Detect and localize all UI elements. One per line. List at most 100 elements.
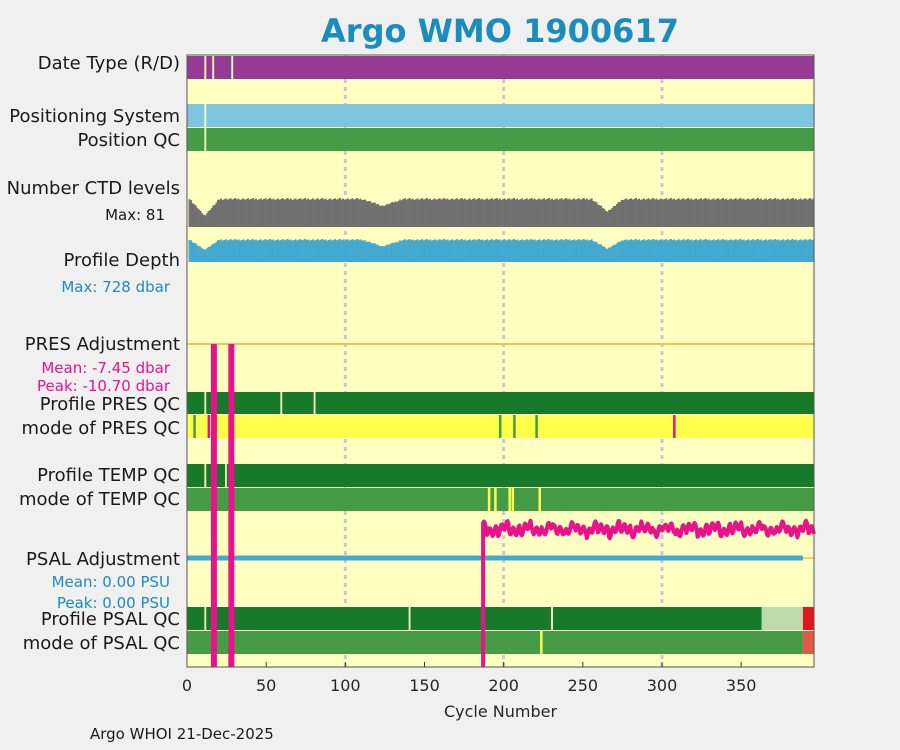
ctd_levels-col xyxy=(587,200,590,227)
ctd_levels-col xyxy=(326,200,329,227)
ctd_levels-col xyxy=(225,198,227,227)
profile_depth-col xyxy=(380,246,383,262)
profile_depth-col xyxy=(783,240,786,262)
ctd_levels-col xyxy=(568,198,571,227)
profile_depth-col xyxy=(560,239,563,262)
x-tick-label-0: 0 xyxy=(182,676,192,695)
profile_depth-col xyxy=(261,240,264,262)
ctd_levels-col xyxy=(657,200,660,227)
ctd_levels-col xyxy=(674,200,677,227)
ctd_levels-col xyxy=(521,198,523,227)
profile_depth-col xyxy=(630,239,633,262)
profile_depth-col xyxy=(810,240,813,262)
profile_depth-col xyxy=(445,240,447,262)
profile_depth-col xyxy=(802,239,805,262)
profile_psal_qc-tail-0 xyxy=(761,607,803,630)
profile_depth-col xyxy=(567,240,569,262)
profile_depth-col xyxy=(731,240,734,262)
profile_temp_qc-bar xyxy=(187,464,814,487)
ctd_levels-col xyxy=(806,199,808,227)
ctd_levels-col xyxy=(543,198,546,227)
ctd_levels-col xyxy=(240,199,243,227)
ctd_levels-col xyxy=(364,199,367,227)
profile_depth-col xyxy=(674,240,677,262)
ctd_levels-col xyxy=(199,210,202,227)
ctd_levels-col xyxy=(582,198,585,227)
profile_depth-col xyxy=(684,240,687,262)
date_type-gap-0 xyxy=(204,56,207,79)
profile_depth-col xyxy=(549,240,552,262)
profile_depth-col xyxy=(753,240,756,262)
pres_adjustment-mean-label: Mean: -7.45 dbar xyxy=(41,359,171,377)
profile_depth-col xyxy=(665,239,668,262)
profile_depth-col xyxy=(313,240,316,262)
profile_depth-col xyxy=(663,239,666,262)
profile_depth-col xyxy=(779,240,782,262)
ctd_levels-col xyxy=(283,199,286,227)
mode_pres_qc-mark-0 xyxy=(193,415,196,438)
ctd_levels-col xyxy=(571,199,574,227)
ctd_levels-col xyxy=(736,199,739,227)
ctd_levels-col xyxy=(734,198,737,227)
profile_depth-col xyxy=(437,239,440,262)
ctd_levels-col xyxy=(609,209,612,227)
ctd_levels-col xyxy=(422,199,425,227)
ctd_levels-col xyxy=(738,198,740,227)
ctd_levels-col xyxy=(611,207,614,227)
mode_psal_qc-label: mode of PSAL QC xyxy=(23,633,180,654)
ctd_levels-col xyxy=(310,199,313,227)
profile_depth-col xyxy=(612,244,615,262)
ctd_levels-col xyxy=(356,198,359,227)
ctd_levels-col xyxy=(293,199,295,227)
ctd_levels-col xyxy=(649,199,652,227)
ctd_levels-col xyxy=(603,208,606,227)
profile_depth-col xyxy=(426,239,428,262)
profile_depth-col xyxy=(350,239,352,262)
profile_depth-col xyxy=(194,243,197,262)
ctd_levels-col xyxy=(270,199,273,227)
profile_depth-col xyxy=(650,239,653,262)
profile_depth-col xyxy=(394,242,397,262)
ctd_levels-col xyxy=(223,199,226,227)
profile_depth-col xyxy=(679,240,682,262)
profile_depth-col xyxy=(432,239,435,262)
profile_depth-col xyxy=(191,242,194,262)
ctd_levels-col xyxy=(405,199,408,227)
ctd_levels-col xyxy=(329,198,332,227)
profile_depth-col xyxy=(790,239,793,262)
profile_depth-col xyxy=(443,239,446,262)
ctd_levels-col xyxy=(468,198,471,227)
profile_depth-col xyxy=(603,246,606,262)
ctd_levels-col xyxy=(652,198,655,227)
ctd_levels-col xyxy=(191,203,194,227)
ctd_levels-col xyxy=(494,198,497,227)
profile_depth-col xyxy=(346,239,349,262)
profile_depth-col xyxy=(608,247,611,262)
profile_depth-col xyxy=(505,240,508,262)
profile_depth-col xyxy=(228,239,231,262)
profile_depth-col xyxy=(353,240,356,262)
profile_depth-col xyxy=(622,240,625,262)
ctd_levels-col xyxy=(294,198,297,227)
profile_depth-col xyxy=(768,239,770,262)
ctd_levels-col xyxy=(194,205,197,227)
profile_depth-col xyxy=(761,240,764,262)
profile_depth-col xyxy=(370,243,373,262)
ctd_levels-col xyxy=(394,201,397,227)
profile_depth-col xyxy=(714,240,717,262)
profile_depth-col xyxy=(614,244,617,262)
profile_depth-col xyxy=(451,239,454,262)
profile_psal_qc-label: Profile PSAL QC xyxy=(41,609,180,630)
ctd_levels-col xyxy=(638,198,641,227)
ctd_levels-col xyxy=(411,198,414,227)
ctd_levels-col xyxy=(529,198,531,227)
profile_depth-col xyxy=(266,240,269,262)
ctd_levels-col xyxy=(625,198,628,227)
ctd_levels-col xyxy=(473,198,476,227)
profile_depth-col xyxy=(620,240,623,262)
profile_depth-col xyxy=(707,239,710,262)
profile_depth-col xyxy=(434,239,436,262)
ctd_levels-col xyxy=(714,199,717,227)
profile_pres_qc-gap-3 xyxy=(313,392,316,414)
